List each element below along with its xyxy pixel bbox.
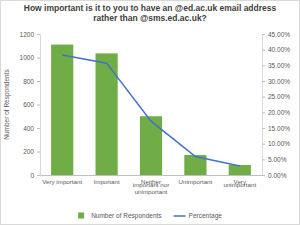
tick-label: 10.00%: [268, 140, 290, 147]
tick-label: 1200: [20, 31, 35, 38]
tick-mark: [262, 144, 265, 145]
plot: 0 200 400 600 800 1000 1200 0.00% 5.00% 10.00% 15.…: [20, 31, 291, 195]
tick-mark: [262, 97, 265, 98]
tick: 0: [30, 172, 40, 179]
tick: 200: [23, 148, 40, 155]
chart: How important is it to you to have an @e…: [0, 0, 300, 225]
axis-line: [263, 35, 266, 176]
text-line: important nor: [133, 181, 169, 188]
tick-label: 35.00%: [268, 62, 290, 69]
axis-line: [41, 175, 263, 176]
tick-mark: [37, 81, 40, 82]
tick-label: 40.00%: [268, 46, 290, 53]
tick: Veryunimportant: [223, 175, 256, 188]
tick-label: Unimportant: [179, 178, 213, 185]
text-line: Unimportant: [179, 178, 213, 185]
tick-mark: [262, 112, 265, 113]
tick-mark: [37, 34, 40, 35]
tick: 600: [23, 101, 40, 108]
tick-label: 600: [23, 101, 34, 108]
line: [62, 55, 240, 166]
tick-mark: [37, 175, 40, 176]
tick: 20.00%: [262, 109, 290, 116]
text-line: Very important: [42, 178, 82, 185]
bar: [96, 53, 118, 175]
axis-title: Number of Respondents: [3, 69, 11, 140]
tick-label: 0: [30, 172, 34, 179]
legend-swatch: [78, 213, 84, 219]
tick-label: 400: [23, 125, 34, 132]
tick: Very important: [42, 175, 82, 185]
tick-label: 20.00%: [268, 109, 290, 116]
tick: Important: [94, 175, 120, 185]
tick: Neitherimportant norunimportant: [133, 175, 169, 195]
legend-label: Percentage: [189, 212, 223, 220]
y2-axis: 0.00% 5.00% 10.00% 15.00% 20.00% 25.00% 30.00%…: [262, 31, 290, 179]
tick: 0.00%: [262, 172, 287, 179]
text-line: Important: [94, 178, 120, 185]
tick-mark: [262, 50, 265, 51]
text-line: unimportant: [223, 181, 256, 188]
text-line: rather than @sms.ed.ac.uk?: [93, 13, 207, 23]
tick-label: Veryunimportant: [223, 178, 256, 188]
tick-label: Very important: [42, 178, 82, 185]
tick-label: Neitherimportant norunimportant: [133, 178, 169, 195]
legend-item: Percentage: [174, 212, 223, 220]
tick: 800: [23, 78, 40, 85]
tick-mark: [262, 159, 265, 160]
tick-label: 45.00%: [268, 31, 290, 38]
tick: 400: [23, 125, 40, 132]
bar: [140, 116, 162, 175]
text-line: How important is it to you to have an @e…: [24, 3, 277, 13]
bar: [51, 45, 73, 175]
chart-border: [1, 1, 300, 225]
tick: 30.00%: [262, 78, 290, 85]
tick-label: 15.00%: [268, 125, 290, 132]
tick-mark: [262, 128, 265, 129]
tick-label: 200: [23, 148, 34, 155]
marks: [51, 45, 251, 175]
tick-mark: [37, 58, 40, 59]
x-axis: Very important Important Neitherimportant …: [41, 175, 263, 195]
legend-swatch: [174, 215, 186, 217]
tick: Unimportant: [179, 175, 213, 185]
tick-mark: [262, 34, 265, 35]
tick: 1000: [20, 54, 40, 61]
tick: 40.00%: [262, 46, 290, 53]
tick: 1200: [20, 31, 40, 38]
tick: 45.00%: [262, 31, 290, 38]
tick: 5.00%: [262, 156, 287, 163]
tick-mark: [262, 81, 265, 82]
tick: 35.00%: [262, 62, 290, 69]
tick: 25.00%: [262, 93, 290, 100]
tick-label: 1000: [20, 54, 35, 61]
bar: [229, 165, 251, 175]
tick-label: Important: [94, 178, 120, 185]
tick-label: 30.00%: [268, 78, 290, 85]
legend-item: Number of Respondents: [78, 212, 162, 220]
tick-label: 5.00%: [268, 156, 287, 163]
tick-label: 800: [23, 78, 34, 85]
tick: 15.00%: [262, 125, 290, 132]
tick-mark: [37, 152, 40, 153]
tick-mark: [37, 105, 40, 106]
tick-mark: [262, 65, 265, 66]
axis-line: [37, 35, 41, 176]
tick-label: 25.00%: [268, 93, 290, 100]
title: How important is it to you to have an @e…: [24, 3, 277, 23]
tick-mark: [37, 128, 40, 129]
y-axis: 0 200 400 600 800 1000 1200: [20, 31, 41, 179]
text-line: unimportant: [135, 188, 168, 195]
legend: Number of Respondents Percentage: [78, 212, 222, 220]
tick: 10.00%: [262, 140, 290, 147]
tick-label: 0.00%: [268, 172, 287, 179]
legend-label: Number of Respondents: [91, 212, 162, 220]
